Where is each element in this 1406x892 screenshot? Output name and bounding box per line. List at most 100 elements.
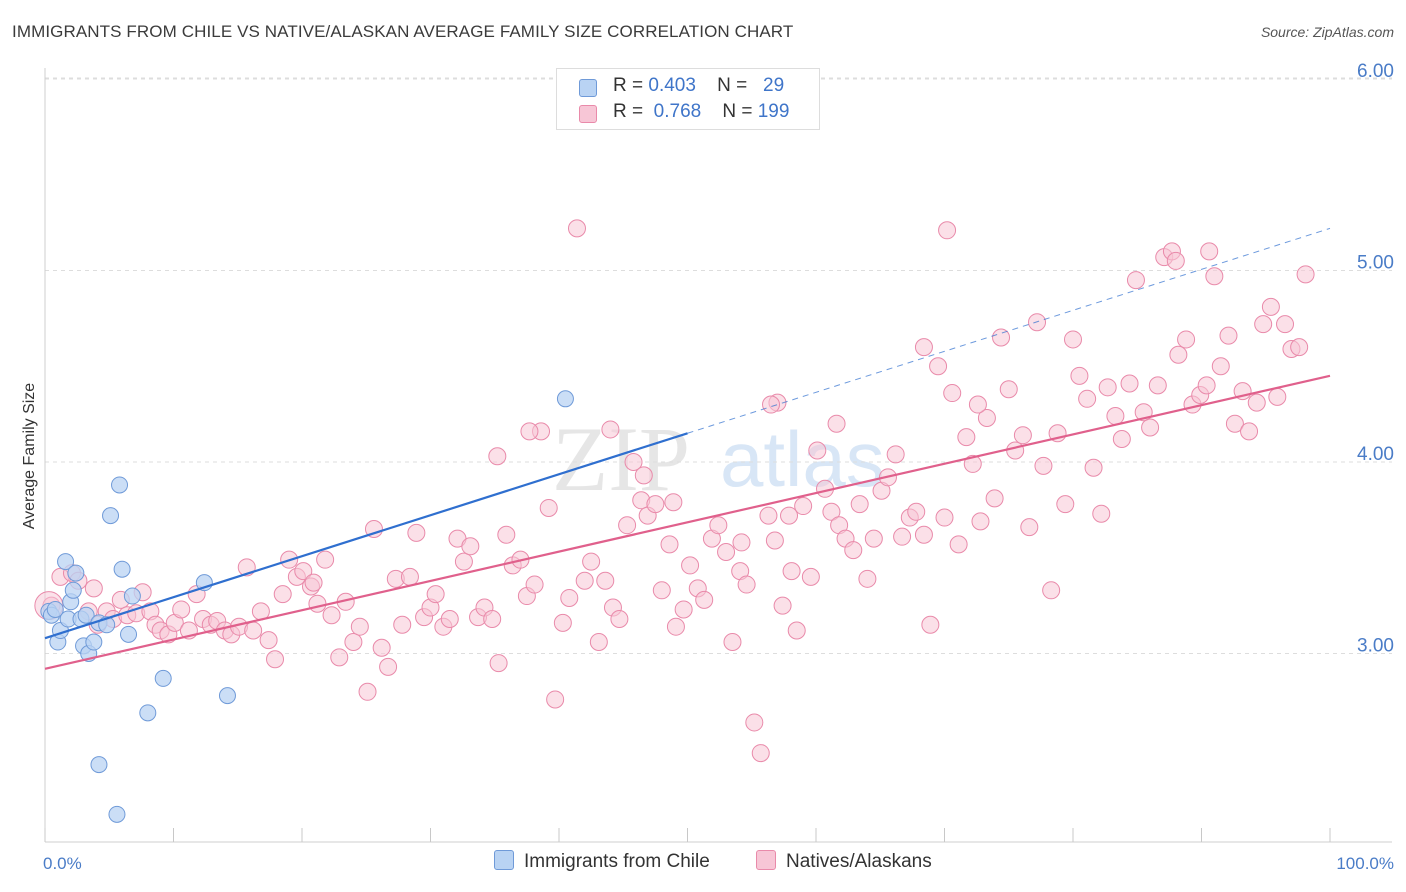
natives-point [681, 556, 700, 575]
chart-source: Source: ZipAtlas.com [1260, 24, 1394, 40]
natives-point [266, 650, 285, 669]
chile-point [90, 756, 108, 774]
natives-point [634, 466, 653, 485]
natives-point [426, 585, 445, 604]
natives-point [610, 610, 629, 629]
natives-point [886, 445, 905, 464]
natives-point [1064, 330, 1082, 349]
stats-legend: R = 0.403 N = 29 R = 0.768 N = 199 [556, 68, 820, 130]
natives-point [1261, 297, 1280, 316]
natives-point [1219, 326, 1238, 345]
natives-point [624, 453, 643, 471]
n-value-chile: 29 [763, 75, 785, 96]
natives-point [1240, 422, 1259, 441]
natives-point [316, 550, 335, 569]
chile-point [111, 476, 129, 494]
natives-point [762, 395, 781, 414]
chile-point [57, 553, 75, 571]
natives-point [1092, 504, 1111, 523]
natives-point [407, 523, 426, 542]
r-label: R = [613, 101, 644, 122]
trend-lines [44, 227, 1331, 670]
natives-point [1006, 441, 1025, 460]
natives-point [393, 615, 412, 634]
natives-point [745, 713, 764, 732]
natives-point [992, 328, 1011, 347]
natives-point [660, 535, 679, 554]
chile-trend-line [44, 432, 688, 640]
r-label: R = [613, 75, 644, 96]
chile-point [556, 390, 574, 408]
natives-point [1225, 414, 1244, 433]
x-tick-label-max: 100.0% [1336, 854, 1394, 873]
natives-point [1211, 357, 1230, 376]
natives-point [1013, 426, 1032, 445]
natives-point [1296, 265, 1315, 284]
x-tick-label-min: 0.0% [43, 854, 82, 873]
natives-point [350, 617, 369, 636]
natives-point [850, 495, 869, 514]
chile-point [77, 606, 95, 624]
natives-point [943, 384, 962, 403]
natives-point [773, 596, 792, 615]
natives-point [893, 527, 912, 546]
natives-point [737, 575, 756, 594]
natives-swatch [579, 105, 597, 123]
natives-point [1126, 271, 1145, 290]
natives-alaskans-points [34, 219, 1315, 763]
chile-point [154, 669, 172, 687]
natives-point [308, 594, 327, 613]
natives-point [971, 512, 990, 531]
natives-point [1020, 518, 1039, 537]
natives-point [1197, 376, 1216, 395]
natives-point [601, 420, 620, 439]
natives-point [304, 573, 323, 592]
natives-point [488, 447, 507, 466]
natives-point [400, 567, 419, 586]
natives-point [1205, 267, 1224, 286]
chart-title: IMMIGRANTS FROM CHILE VS NATIVE/ALASKAN … [12, 22, 794, 41]
y-tick-label: 6.00 [1357, 61, 1394, 82]
natives-point [723, 633, 742, 652]
natives-point [553, 613, 572, 632]
natives-point [1148, 376, 1167, 395]
natives-point [483, 610, 502, 629]
natives-point [172, 600, 191, 619]
natives-point [938, 221, 957, 240]
natives-point [1098, 378, 1117, 397]
natives-point [977, 408, 996, 427]
y-tick-label: 3.00 [1357, 636, 1394, 657]
natives-point [1247, 393, 1266, 412]
natives-point [935, 508, 954, 527]
r-value-chile: 0.403 [648, 75, 696, 96]
natives-point [489, 654, 508, 673]
axes [44, 68, 1392, 843]
natives-point [914, 525, 933, 544]
natives-point [822, 502, 841, 521]
y-axis-label: Average Family Size [21, 383, 38, 530]
natives-point [695, 590, 714, 609]
chile-point [218, 687, 236, 705]
natives-point [666, 617, 685, 636]
immigrants-chile-points [40, 390, 574, 823]
chile-point [67, 564, 85, 582]
natives-point [520, 422, 539, 441]
chile-point [85, 633, 103, 651]
n-label: N = [717, 75, 748, 96]
natives-point [273, 585, 292, 604]
natives-point [1200, 242, 1219, 261]
natives-point [949, 535, 968, 554]
natives-point [582, 552, 601, 571]
natives-point [379, 657, 398, 676]
natives-point [1084, 458, 1103, 477]
natives-point [1254, 315, 1273, 334]
natives-point [372, 638, 391, 657]
natives-point [1070, 366, 1089, 385]
r-value-natives: 0.768 [653, 101, 702, 122]
natives-point [968, 395, 987, 414]
natives-point [344, 633, 363, 652]
natives-point [827, 414, 846, 433]
natives-point [364, 520, 383, 539]
natives-point [801, 567, 820, 586]
